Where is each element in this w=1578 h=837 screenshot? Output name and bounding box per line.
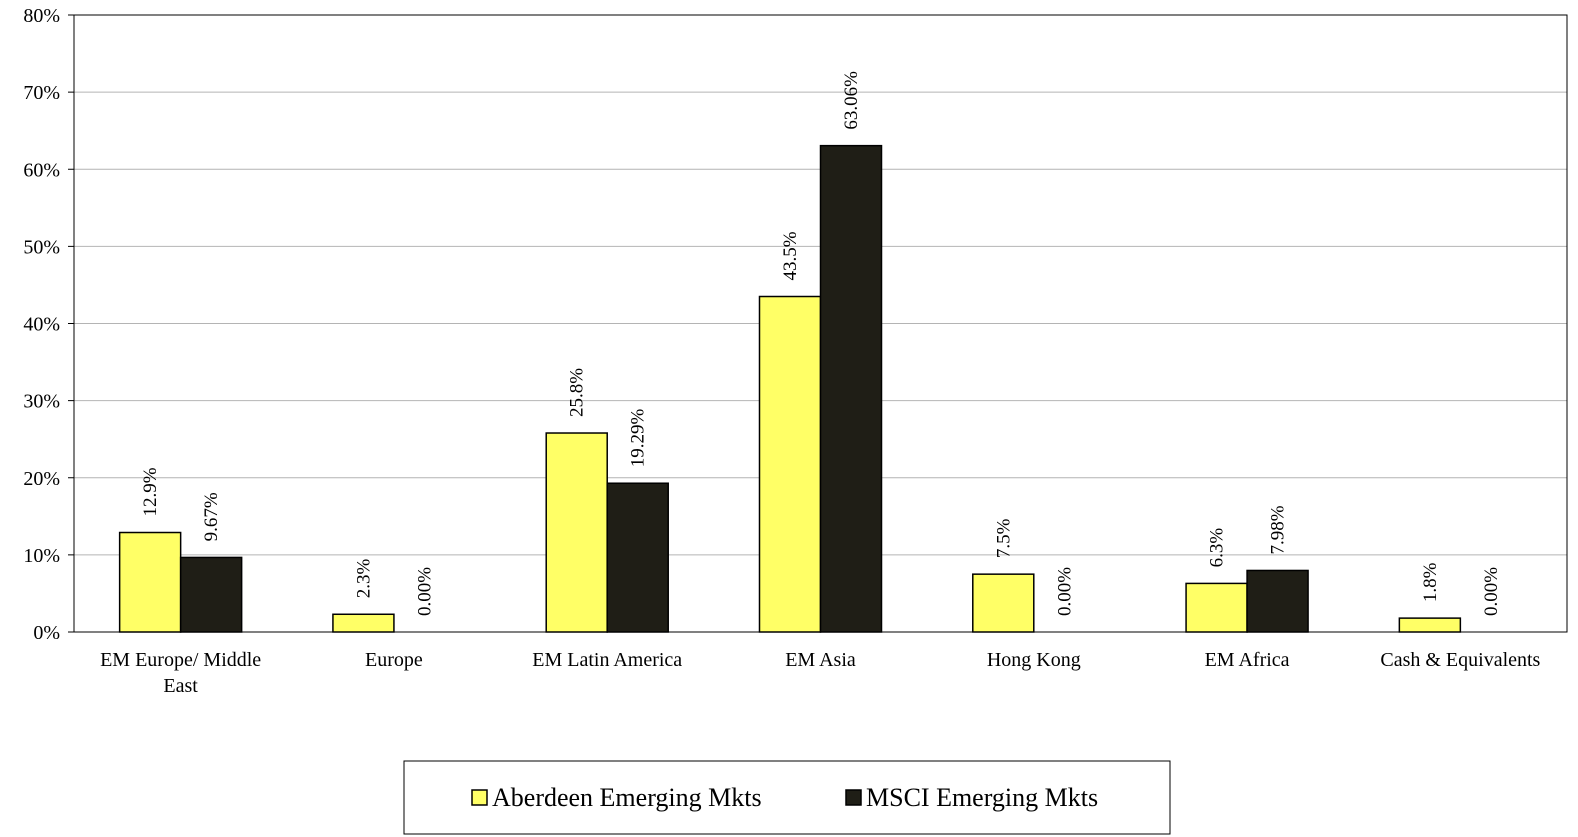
bar-aberdeen-0 [118, 531, 182, 633]
y-tick-label: 40% [23, 314, 60, 336]
y-tick-label: 80% [23, 5, 60, 27]
y-tick-label: 20% [23, 468, 60, 490]
y-tick-label: 30% [23, 391, 60, 413]
data-label-msci-3: 63.06% [841, 71, 862, 130]
y-tick-label: 0% [33, 622, 60, 644]
data-label-msci-5: 7.98% [1268, 505, 1289, 554]
bar-aberdeen-1 [332, 613, 395, 633]
legend-label-1: MSCI Emerging Mkts [866, 783, 1098, 812]
category-label: Hong Kong [987, 649, 1081, 671]
bar-msci-3 [819, 144, 883, 633]
data-label-aberdeen-6: 1.8% [1420, 562, 1441, 602]
x-axis: EM Europe/ Middle East Europe EM Latin Amer… [100, 649, 1540, 697]
legend-swatch-0 [471, 789, 488, 806]
category-label: Europe [365, 649, 423, 671]
category-label: EM Africa [1205, 649, 1290, 671]
y-axis: 0% 10% 20% 30% 40% 50% 60% 70% 80% [23, 5, 74, 644]
data-label-msci-4: 0.00% [1054, 567, 1075, 616]
data-label-aberdeen-5: 6.3% [1207, 528, 1228, 568]
data-label-aberdeen-4: 7.5% [993, 518, 1014, 558]
bars [118, 144, 1462, 633]
data-label-aberdeen-3: 43.5% [780, 231, 801, 280]
bar-msci-2 [606, 482, 669, 633]
bar-aberdeen-4 [972, 573, 1035, 633]
category-label: East [163, 675, 198, 697]
bar-aberdeen-6 [1398, 617, 1462, 633]
data-label-msci-6: 0.00% [1481, 567, 1502, 616]
y-tick-label: 50% [23, 236, 60, 258]
plot-area-frame [73, 14, 1568, 633]
data-label-aberdeen-0: 12.9% [140, 467, 161, 516]
category-label: EM Latin America [532, 649, 682, 671]
bar-aberdeen-3 [758, 295, 822, 633]
legend: Aberdeen Emerging Mkts MSCI Emerging Mkts [403, 760, 1171, 835]
bar-aberdeen-5 [1185, 582, 1248, 633]
y-tick-label: 70% [23, 82, 60, 104]
category-label: Cash & Equivalents [1380, 649, 1540, 671]
category-label: EM Europe/ Middle [100, 649, 261, 671]
legend-label-0: Aberdeen Emerging Mkts [492, 783, 762, 812]
data-label-msci-2: 19.29% [628, 408, 649, 467]
bar-aberdeen-2 [545, 432, 608, 633]
legend-box [403, 760, 1171, 835]
data-label-msci-1: 0.00% [414, 567, 435, 616]
data-labels: 12.9% 9.67% 2.3% 0.00% 25.8% 19.29% 43.5% 63.06… [140, 71, 1502, 616]
data-label-aberdeen-2: 25.8% [567, 368, 588, 417]
y-tick-label: 10% [23, 545, 60, 567]
data-label-msci-0: 9.67% [201, 492, 222, 541]
bar-msci-0 [179, 556, 243, 633]
bar-msci-5 [1246, 569, 1309, 633]
data-label-aberdeen-1: 2.3% [353, 559, 374, 599]
y-tick-label: 60% [23, 159, 60, 181]
legend-swatch-1 [845, 789, 862, 806]
category-label: EM Asia [785, 649, 856, 671]
